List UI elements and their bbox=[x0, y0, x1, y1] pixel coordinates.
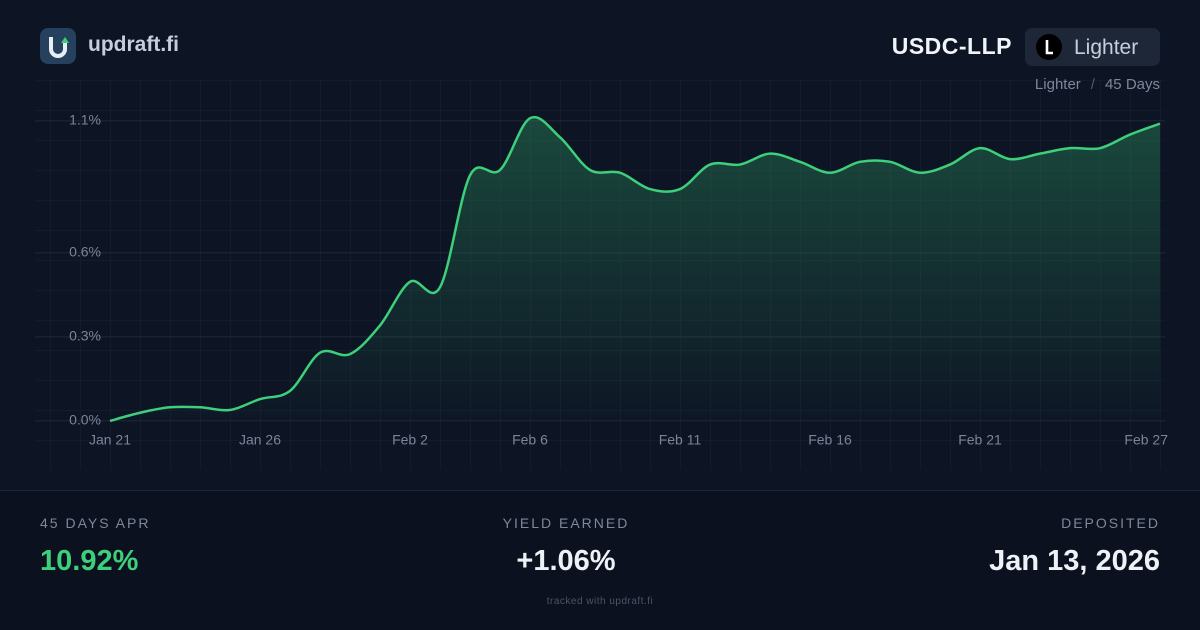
x-tick-label: Jan 26 bbox=[239, 432, 281, 448]
x-tick-label: Feb 11 bbox=[659, 432, 702, 448]
stat-label: DEPOSITED bbox=[1061, 515, 1160, 531]
area-fill bbox=[110, 117, 1160, 421]
brand-name: updraft.fi bbox=[88, 33, 179, 56]
x-tick-label: Feb 21 bbox=[958, 432, 1002, 448]
brand-logo bbox=[40, 28, 76, 64]
breadcrumb-separator: / bbox=[1090, 76, 1095, 93]
y-tick-label: 1.1% bbox=[69, 112, 101, 128]
stat-label: YIELD EARNED bbox=[502, 515, 630, 531]
stat-value: +1.06% bbox=[516, 545, 616, 577]
x-tick-label: Jan 21 bbox=[89, 432, 131, 448]
x-tick-label: Feb 2 bbox=[392, 432, 428, 448]
y-tick-label: 0.3% bbox=[69, 328, 101, 344]
protocol-icon bbox=[1036, 34, 1062, 60]
plot: 0.0% 0.3% 0.6% 1.1% Jan 21 Jan 26 Feb 2 Feb 6 Fe… bbox=[35, 112, 1168, 448]
pool-name: USDC-LLP bbox=[891, 33, 1012, 59]
footer-note: tracked with updraft.fi bbox=[546, 596, 654, 607]
y-tick-label: 0.0% bbox=[69, 412, 101, 428]
protocol-name: Lighter bbox=[1074, 36, 1139, 59]
x-tick-label: Feb 6 bbox=[512, 432, 548, 448]
breadcrumb: Lighter / 45 Days bbox=[1035, 76, 1160, 93]
protocol-badge: Lighter bbox=[1025, 28, 1160, 66]
stat-value: Jan 13, 2026 bbox=[989, 545, 1160, 577]
line bbox=[109, 115, 1161, 423]
breadcrumb-source: Lighter bbox=[1034, 76, 1081, 93]
chart: 0.0% 0.3% 0.6% 1.1% Jan 21 Jan 26 Feb 2 Feb 6 Fe… bbox=[35, 80, 1168, 470]
stats-panel: 45 DAYS APR 10.92% YIELD EARNED +1.06% D… bbox=[0, 490, 1200, 630]
x-tick-label: Feb 27 bbox=[1124, 432, 1168, 448]
breadcrumb-period: 45 Days bbox=[1104, 76, 1160, 93]
x-tick-label: Feb 16 bbox=[808, 432, 852, 448]
stat-label: 45 DAYS APR bbox=[40, 515, 151, 531]
stat-value: 10.92% bbox=[40, 545, 139, 577]
y-tick-label: 0.6% bbox=[69, 244, 101, 260]
